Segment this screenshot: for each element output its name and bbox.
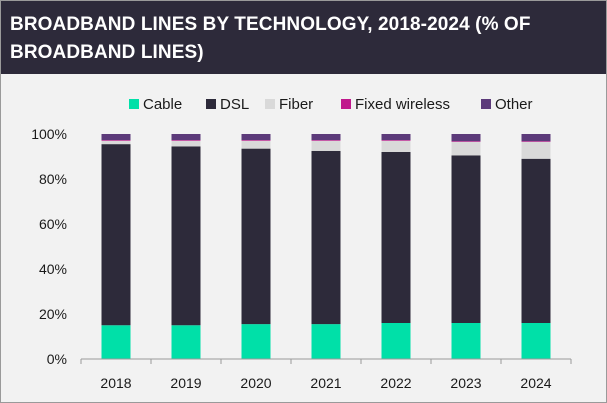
bar-segment-other-2024 — [521, 134, 551, 142]
bar-group-2024 — [521, 134, 551, 359]
y-tick-label: 0% — [47, 351, 67, 367]
bar-segment-fixed-wireless-2019 — [171, 140, 201, 141]
legend-label-fiber: Fiber — [279, 96, 313, 113]
bar-segment-dsl-2018 — [101, 144, 131, 326]
bar-group-2021 — [311, 134, 341, 359]
stacked-bar-chart: Cable DSL Fiber Fixed wireless Other 0% 20% 40… — [31, 96, 572, 391]
legend-swatch-cable — [129, 99, 139, 109]
y-tick-label: 40% — [39, 261, 67, 277]
title-bar: BROADBAND LINES BY TECHNOLOGY, 2018-2024… — [1, 1, 606, 74]
bar-segment-other-2023 — [451, 134, 481, 142]
legend-swatch-dsl — [206, 99, 216, 109]
y-tick-label: 100% — [31, 126, 67, 142]
bar-segment-fixed-wireless-2018 — [101, 140, 131, 141]
bar-segment-fiber-2018 — [101, 140, 131, 145]
bar-segment-other-2019 — [171, 134, 201, 141]
legend-item-cable: Cable — [129, 96, 182, 113]
bar-segment-cable-2020 — [241, 324, 271, 359]
bar-segment-fiber-2022 — [381, 140, 411, 152]
legend-item-fixed-wireless: Fixed wireless — [341, 96, 450, 113]
bar-segment-fixed-wireless-2022 — [381, 140, 411, 141]
bar-segment-other-2020 — [241, 134, 271, 141]
bar-segment-dsl-2022 — [381, 152, 411, 323]
bar-segment-fiber-2023 — [451, 141, 481, 156]
bar-segment-fiber-2021 — [311, 140, 341, 151]
bar-segment-cable-2018 — [101, 325, 131, 359]
legend-label-cable: Cable — [143, 96, 182, 113]
x-tick-label: 2023 — [450, 375, 481, 391]
bar-segment-fixed-wireless-2021 — [311, 140, 341, 141]
legend-item-other: Other — [481, 96, 533, 113]
legend-item-dsl: DSL — [206, 96, 249, 113]
legend-label-dsl: DSL — [220, 96, 249, 113]
bar-group-2022 — [381, 134, 411, 359]
bar-segment-dsl-2019 — [171, 146, 201, 326]
y-tick-label: 20% — [39, 306, 67, 322]
legend-swatch-fixed-wireless — [341, 99, 351, 109]
y-tick-label: 80% — [39, 171, 67, 187]
bar-segment-cable-2022 — [381, 323, 411, 359]
y-tick-label: 60% — [39, 216, 67, 232]
x-tick-label: 2022 — [380, 375, 411, 391]
bar-segment-cable-2019 — [171, 325, 201, 359]
bar-segment-dsl-2021 — [311, 150, 341, 325]
y-axis: 0% 20% 40% 60% 80% 100% — [31, 126, 67, 367]
bar-group-2023 — [451, 134, 481, 359]
bar-segment-fixed-wireless-2020 — [241, 140, 271, 141]
bar-segment-other-2022 — [381, 134, 411, 141]
bar-segment-other-2018 — [101, 134, 131, 141]
bar-segment-other-2021 — [311, 134, 341, 141]
bar-segment-fiber-2020 — [241, 140, 271, 149]
bar-segment-cable-2021 — [311, 324, 341, 359]
legend: Cable DSL Fiber Fixed wireless Other — [129, 96, 533, 113]
bar-segment-cable-2023 — [451, 323, 481, 359]
x-tick-label: 2024 — [520, 375, 551, 391]
bar-segment-dsl-2023 — [451, 155, 481, 323]
legend-swatch-other — [481, 99, 491, 109]
x-tick-label: 2021 — [310, 375, 341, 391]
bar-group-2020 — [241, 134, 271, 359]
bar-segment-dsl-2024 — [521, 158, 551, 323]
legend-item-fiber: Fiber — [265, 96, 313, 113]
x-tick-label: 2020 — [240, 375, 271, 391]
bar-group-2018 — [101, 134, 131, 359]
x-tick-label: 2019 — [170, 375, 201, 391]
legend-swatch-fiber — [265, 99, 275, 109]
bar-segment-fiber-2019 — [171, 140, 201, 147]
bar-segment-dsl-2020 — [241, 148, 271, 325]
legend-label-other: Other — [495, 96, 533, 113]
bar-segment-fixed-wireless-2023 — [451, 141, 481, 142]
bar-segment-cable-2024 — [521, 323, 551, 359]
x-axis: 2018 2019 2020 2021 2022 2023 2024 — [80, 358, 572, 391]
bar-group-2019 — [171, 134, 201, 359]
chart-title: BROADBAND LINES BY TECHNOLOGY, 2018-2024… — [10, 14, 531, 63]
legend-label-fixed-wireless: Fixed wireless — [355, 96, 450, 113]
bar-segment-fixed-wireless-2024 — [521, 141, 551, 142]
bars — [101, 134, 551, 359]
bar-segment-fiber-2024 — [521, 141, 551, 159]
x-tick-label: 2018 — [100, 375, 131, 391]
